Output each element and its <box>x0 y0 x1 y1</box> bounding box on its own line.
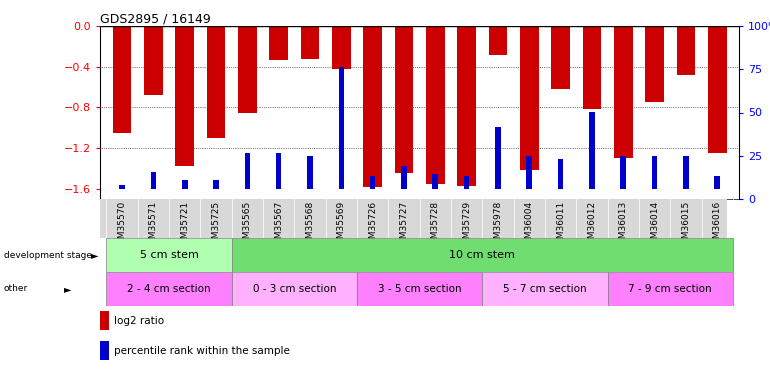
Text: log2 ratio: log2 ratio <box>114 316 164 326</box>
Text: GSM35721: GSM35721 <box>180 201 189 250</box>
Text: other: other <box>4 284 28 293</box>
Bar <box>363 26 382 187</box>
Text: GSM35726: GSM35726 <box>368 201 377 250</box>
Bar <box>557 159 564 189</box>
Text: GSM36012: GSM36012 <box>588 201 597 250</box>
Text: ►: ► <box>64 284 72 294</box>
Text: 2 - 4 cm section: 2 - 4 cm section <box>127 284 211 294</box>
Text: development stage: development stage <box>4 251 92 260</box>
Text: percentile rank within the sample: percentile rank within the sample <box>114 346 290 355</box>
Bar <box>300 26 320 59</box>
Text: GSM35729: GSM35729 <box>462 201 471 250</box>
Bar <box>357 272 482 306</box>
Bar <box>151 172 156 189</box>
Bar <box>621 156 626 189</box>
Bar <box>583 26 601 109</box>
Bar <box>683 156 688 189</box>
Text: GSM35571: GSM35571 <box>149 201 158 250</box>
Text: GSM35978: GSM35978 <box>494 201 503 250</box>
Text: GSM35727: GSM35727 <box>400 201 409 250</box>
Bar <box>589 112 594 189</box>
Text: 0 - 3 cm section: 0 - 3 cm section <box>253 284 336 294</box>
Text: GSM36014: GSM36014 <box>650 201 659 250</box>
Bar <box>106 272 232 306</box>
Text: ►: ► <box>91 250 99 260</box>
Bar <box>339 67 344 189</box>
Bar <box>213 180 219 189</box>
Bar <box>426 26 445 183</box>
Bar <box>206 26 226 138</box>
Text: GDS2895 / 16149: GDS2895 / 16149 <box>100 12 211 25</box>
Text: GSM35565: GSM35565 <box>243 201 252 250</box>
Text: GSM36016: GSM36016 <box>713 201 721 250</box>
Text: GSM35570: GSM35570 <box>118 201 126 250</box>
Bar <box>433 174 438 189</box>
Text: 7 - 9 cm section: 7 - 9 cm section <box>628 284 712 294</box>
Text: 10 cm stem: 10 cm stem <box>450 250 515 260</box>
Bar <box>401 166 407 189</box>
Bar <box>651 156 658 189</box>
Bar <box>119 185 125 189</box>
Bar <box>457 26 476 186</box>
Bar <box>394 26 413 173</box>
Text: GSM35728: GSM35728 <box>430 201 440 250</box>
Text: GSM36015: GSM36015 <box>681 201 691 250</box>
Text: GSM35567: GSM35567 <box>274 201 283 250</box>
Text: GSM35569: GSM35569 <box>336 201 346 250</box>
Bar <box>608 272 733 306</box>
Bar <box>527 156 532 189</box>
Bar <box>176 26 194 166</box>
Bar <box>677 26 695 75</box>
Bar <box>238 26 256 112</box>
Bar <box>245 153 250 189</box>
Text: 5 cm stem: 5 cm stem <box>139 250 199 260</box>
Bar <box>715 176 720 189</box>
Text: GSM35725: GSM35725 <box>212 201 220 250</box>
Bar <box>520 26 539 170</box>
Text: 5 - 7 cm section: 5 - 7 cm section <box>503 284 587 294</box>
Bar <box>232 272 357 306</box>
Bar <box>482 272 608 306</box>
Bar <box>232 238 733 272</box>
Text: GSM36013: GSM36013 <box>619 201 628 250</box>
Bar <box>144 26 162 95</box>
Bar <box>270 26 288 60</box>
Bar <box>332 26 350 69</box>
Bar <box>645 26 664 102</box>
Bar <box>106 238 232 272</box>
Bar <box>307 156 313 189</box>
Text: 3 - 5 cm section: 3 - 5 cm section <box>378 284 461 294</box>
Bar <box>112 26 132 133</box>
Bar <box>708 26 727 153</box>
Bar <box>370 176 376 189</box>
Text: GSM36011: GSM36011 <box>556 201 565 250</box>
Text: GSM35568: GSM35568 <box>306 201 314 250</box>
Bar <box>495 127 500 189</box>
Bar <box>276 153 282 189</box>
Bar <box>182 180 188 189</box>
Bar <box>614 26 633 158</box>
Bar <box>489 26 507 55</box>
Text: GSM36004: GSM36004 <box>525 201 534 250</box>
Bar <box>464 176 470 189</box>
Bar <box>551 26 570 89</box>
